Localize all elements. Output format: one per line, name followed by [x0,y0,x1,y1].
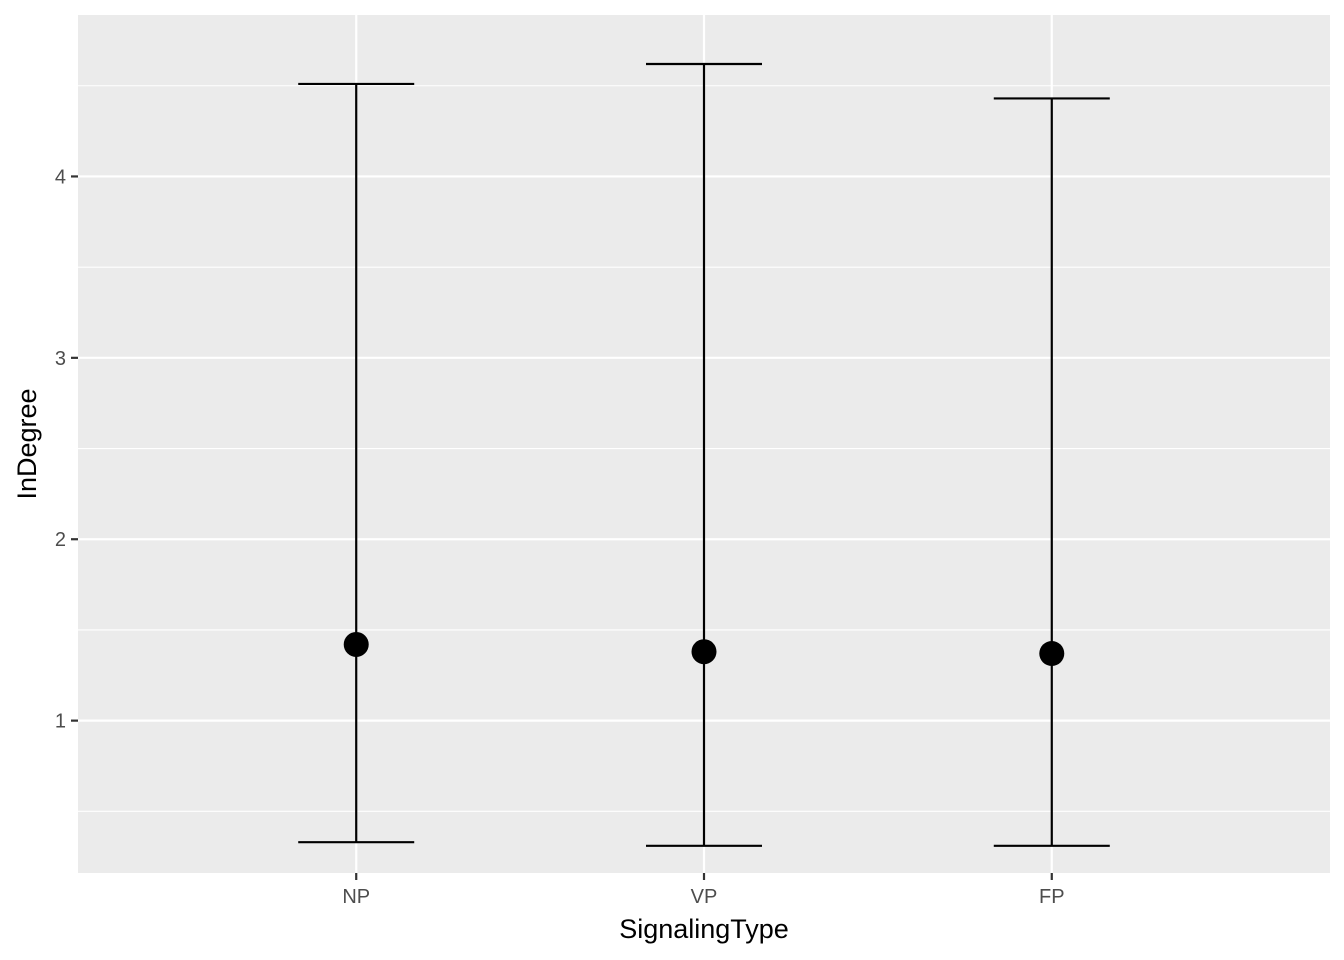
x-axis: NP VP FP [342,873,1065,908]
mean-point [691,639,717,665]
y-tick-label: 3 [55,348,66,370]
y-axis-title: InDegree [12,388,42,499]
x-tick-label: NP [342,886,370,908]
errorbar-fp [993,97,1110,847]
errorbar-np [298,82,415,844]
error-bars [298,62,1110,847]
y-tick-label: 2 [55,529,66,551]
x-axis-title: SignalingType [619,914,789,944]
mean-point [343,631,369,657]
errorbar-vp [646,62,762,847]
mean-point [1039,641,1065,667]
y-tick-label: 4 [55,166,66,188]
y-axis: 1 2 3 4 [55,166,78,733]
y-tick-label: 1 [55,711,66,733]
x-tick-label: FP [1039,886,1065,908]
x-tick-label: VP [691,886,718,908]
